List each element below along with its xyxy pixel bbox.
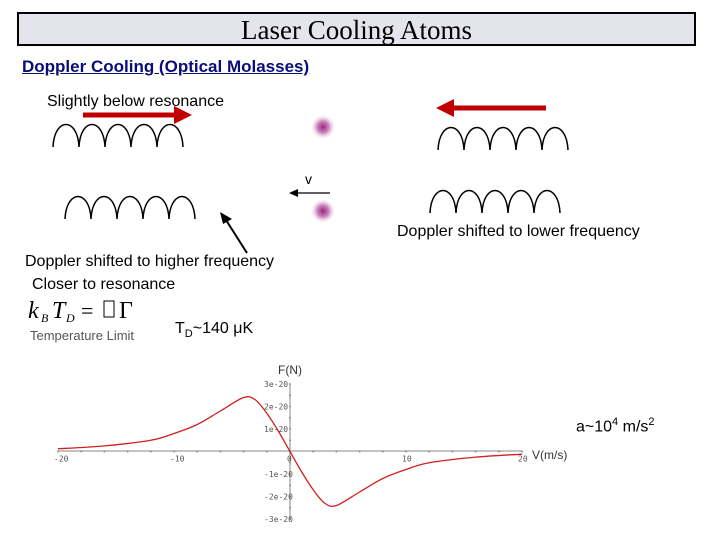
x-axis-dot [196,450,199,453]
y-tick-label: -3e-20 [264,515,293,524]
x-axis-dot [335,450,338,453]
accel-exponent: 4 [612,416,619,428]
x-tick-label: -10 [170,455,185,464]
x-tick-label: 10 [402,455,412,464]
force-velocity-chart: -20 -10 0 10 20 3e-20 2e-20 1e-20 -1e-20 -2e-20 -… [54,363,567,524]
velocity-arrow-icon [289,189,330,197]
y-axis-dot [289,428,291,430]
accel-square: 2 [648,416,655,428]
y-tick-label: 2e-20 [264,403,288,412]
x-tick-label: 0 [287,455,292,464]
x-axis-dot [381,450,384,453]
closer-resonance-label: Closer to resonance [32,276,176,293]
laser-wave-top-left [52,123,184,148]
below-resonance-label: Slightly below resonance [47,93,224,110]
x-axis-dot [219,450,222,453]
x-axis-dot [173,450,175,453]
svg-text:k: k [28,298,39,324]
x-axis-dot [428,450,431,453]
y-axis-dot [289,461,291,464]
right-arrow-icon [83,106,192,124]
x-tick-label: -20 [54,455,69,464]
y-axis-dot [289,473,291,475]
x-axis-dot [80,450,83,453]
svg-text:D: D [65,311,75,325]
temperature-limit-label: Temperature Limit [30,328,135,343]
left-arrow-icon [436,99,546,117]
y-axis-dot [289,383,291,385]
doppler-temperature: TD~140 μK [175,320,253,340]
y-axis-label: F(N) [278,363,302,377]
x-axis-dot [149,450,152,453]
x-axis-dot [521,450,523,453]
x-tick-label: 20 [518,455,528,464]
x-axis-dot [103,450,106,453]
acceleration-label: a~104 m/s2 [576,416,655,436]
atom-moving-icon [310,198,336,224]
laser-wave-bottom-right [429,189,561,214]
x-axis-dot [405,450,407,453]
svg-text:B: B [41,311,49,325]
accel-prefix: a~10 [576,418,613,436]
y-axis-dot [289,506,291,509]
higher-frequency-label: Doppler shifted to higher frequency [25,253,275,270]
lower-frequency-label: Doppler shifted to lower frequency [397,223,640,240]
section-heading: Doppler Cooling (Optical Molasses) [22,57,310,76]
y-tick-label: -2e-20 [264,493,293,502]
x-axis-dot [242,450,245,453]
x-axis-dot [265,450,268,453]
x-axis-dot [126,450,129,453]
y-axis-dot [289,405,291,408]
svg-text:=: = [81,298,93,323]
pointer-arrow-icon [220,212,248,254]
y-axis-dot [289,495,291,498]
td-subscript: D [184,328,193,341]
x-axis-label: V(m/s) [532,448,567,462]
x-axis-dot [358,450,361,453]
series-force-curve [57,396,523,507]
accel-unit: m/s [618,418,649,436]
td-prefix: T [175,320,185,337]
x-axis-dot [497,450,500,453]
x-axis-dot [312,450,315,453]
atom-icon [310,114,336,140]
y-axis-dot [289,416,291,419]
svg-text:Γ: Γ [119,298,133,324]
laser-wave-top-right [437,126,569,151]
y-axis-dot [289,518,291,520]
y-tick-label: -1e-20 [264,470,293,479]
y-axis-dot [289,484,291,487]
svg-text:T: T [52,298,67,324]
slide-title: Laser Cooling Atoms [17,12,696,46]
x-axis-dot [57,450,59,453]
x-axis-dot [474,450,477,453]
td-value: ~140 μK [192,320,254,337]
formula-icon: k B T D = Γ [28,298,133,325]
y-tick-labels: 3e-20 2e-20 1e-20 -1e-20 -2e-20 -3e-20 [264,380,293,524]
y-axis-dot [289,394,291,397]
x-tick-labels: -20 -10 0 10 20 [54,455,528,464]
y-axis-dot [289,439,291,442]
velocity-label: v [305,171,312,187]
x-axis-dot [451,450,454,453]
laser-wave-bottom-left [64,195,196,220]
y-tick-label: 3e-20 [264,380,288,389]
y-tick-label: 1e-20 [264,425,288,434]
